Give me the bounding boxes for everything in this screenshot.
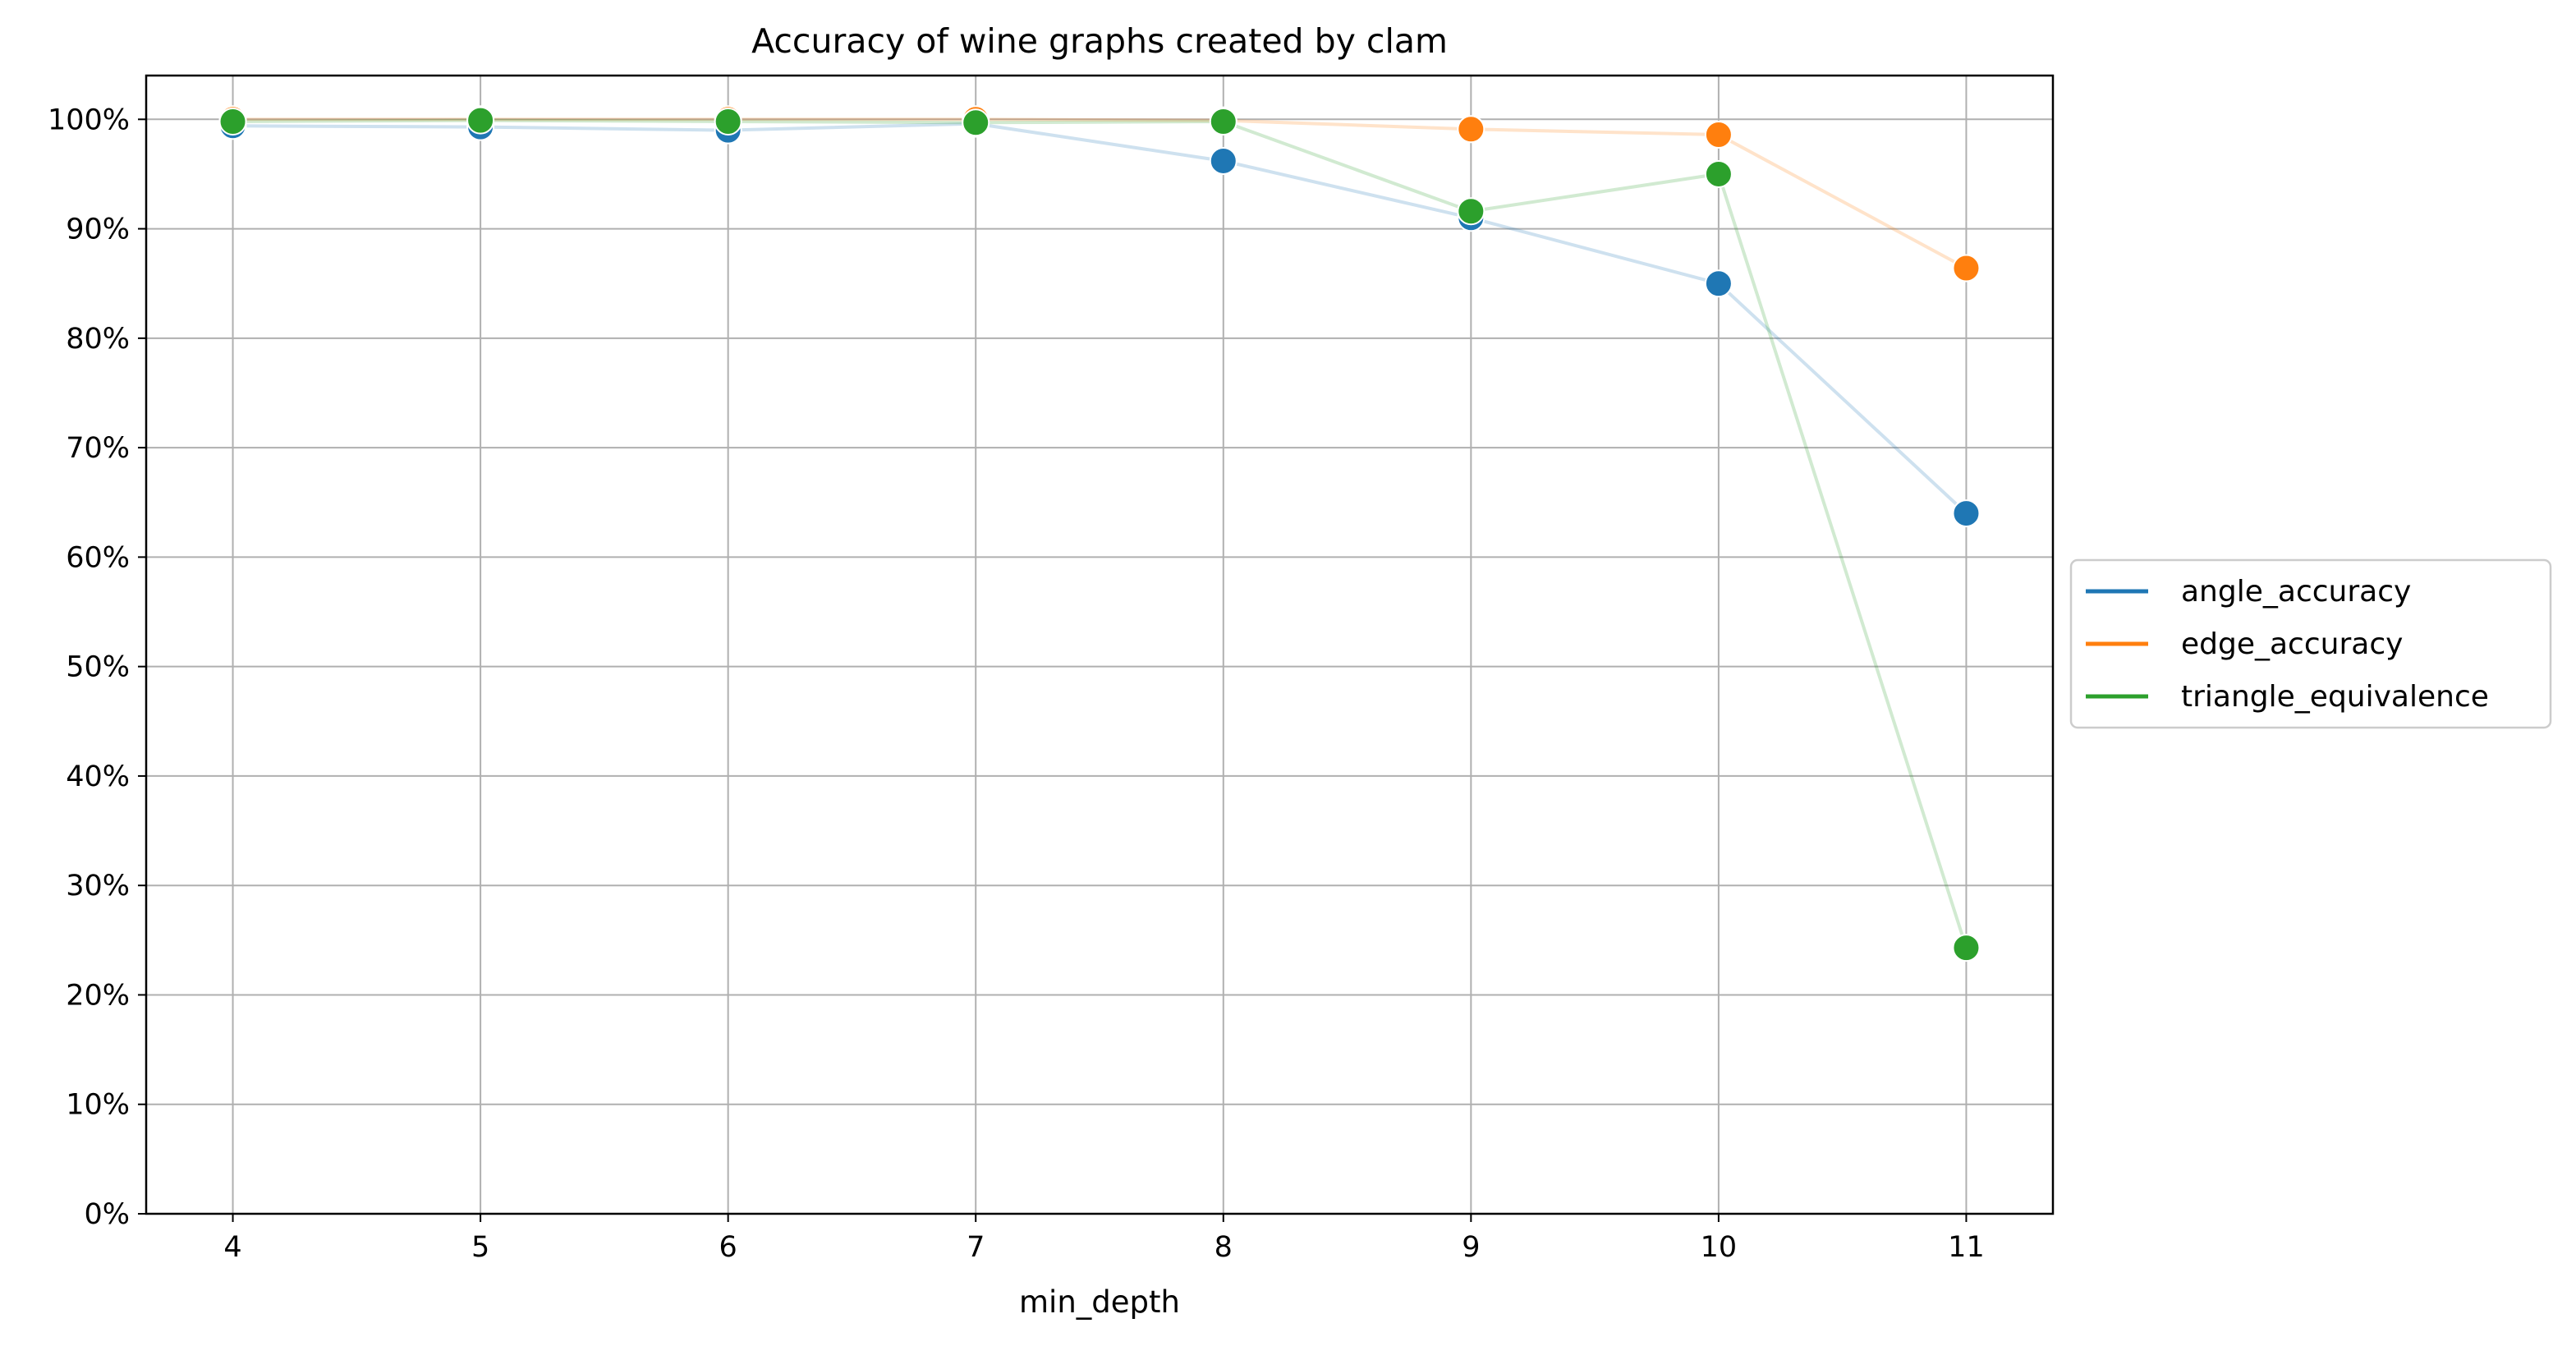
data-point-angle_accuracy bbox=[1209, 146, 1237, 175]
series-points bbox=[218, 105, 1981, 962]
x-tick-label: 5 bbox=[471, 1231, 489, 1264]
y-tick-label: 30% bbox=[66, 870, 130, 903]
y-tick-label: 20% bbox=[66, 979, 130, 1012]
data-point-triangle_equivalence bbox=[1457, 197, 1485, 226]
x-tick-label: 6 bbox=[719, 1231, 737, 1264]
y-tick-label: 10% bbox=[66, 1089, 130, 1122]
y-tick-label: 80% bbox=[66, 323, 130, 356]
legend: angle_accuracy edge_accuracy triangle_equi… bbox=[2069, 558, 2552, 729]
series-lines bbox=[232, 117, 1968, 949]
y-tick-label: 90% bbox=[66, 214, 130, 246]
x-tick-label: 7 bbox=[967, 1231, 985, 1264]
data-point-angle_accuracy bbox=[1704, 269, 1733, 298]
chart-title: Accuracy of wine graphs created by clam bbox=[751, 21, 1448, 61]
x-axis-label: min_depth bbox=[1019, 1284, 1180, 1320]
legend-label-angle_accuracy: angle_accuracy bbox=[2181, 575, 2411, 609]
x-tick-label: 8 bbox=[1215, 1231, 1233, 1264]
y-tick-label: 70% bbox=[66, 432, 130, 465]
data-point-triangle_equivalence bbox=[1209, 107, 1237, 136]
series-line-triangle_equivalence bbox=[232, 118, 1968, 949]
x-tick-label: 10 bbox=[1701, 1231, 1738, 1264]
x-tick-label: 4 bbox=[223, 1231, 241, 1264]
data-point-triangle_equivalence bbox=[1704, 159, 1733, 188]
x-tick-label: 9 bbox=[1462, 1231, 1480, 1264]
x-tick-label: 11 bbox=[1948, 1231, 1985, 1264]
y-tick-label: 40% bbox=[66, 760, 130, 793]
y-tick-label: 0% bbox=[84, 1198, 130, 1231]
data-point-triangle_equivalence bbox=[962, 108, 990, 137]
data-point-triangle_equivalence bbox=[1952, 934, 1981, 962]
grid bbox=[146, 76, 2053, 1215]
plot-area-frame bbox=[145, 74, 2055, 1215]
y-tick-label: 60% bbox=[66, 541, 130, 574]
data-point-edge_accuracy bbox=[1704, 120, 1733, 149]
y-axis-ticks: 0% 10% 20% 30% 40% 50% 60% 70% 80% 90% 100% bbox=[48, 103, 146, 1231]
legend-box bbox=[2069, 558, 2552, 729]
legend-label-triangle_equivalence: triangle_equivalence bbox=[2181, 680, 2489, 714]
data-point-triangle_equivalence bbox=[218, 107, 247, 136]
y-tick-label: 50% bbox=[66, 651, 130, 684]
data-point-edge_accuracy bbox=[1457, 115, 1485, 144]
legend-label-edge_accuracy: edge_accuracy bbox=[2181, 627, 2403, 661]
data-point-angle_accuracy bbox=[1952, 499, 1981, 528]
x-axis-ticks: 4 5 6 7 8 9 10 11 bbox=[223, 1214, 1985, 1264]
y-tick-label: 100% bbox=[48, 103, 130, 136]
data-point-triangle_equivalence bbox=[466, 106, 495, 135]
data-point-edge_accuracy bbox=[1952, 254, 1981, 283]
data-point-triangle_equivalence bbox=[714, 107, 742, 136]
series-line-angle_accuracy bbox=[232, 122, 1968, 515]
series-line-edge_accuracy bbox=[232, 117, 1968, 270]
